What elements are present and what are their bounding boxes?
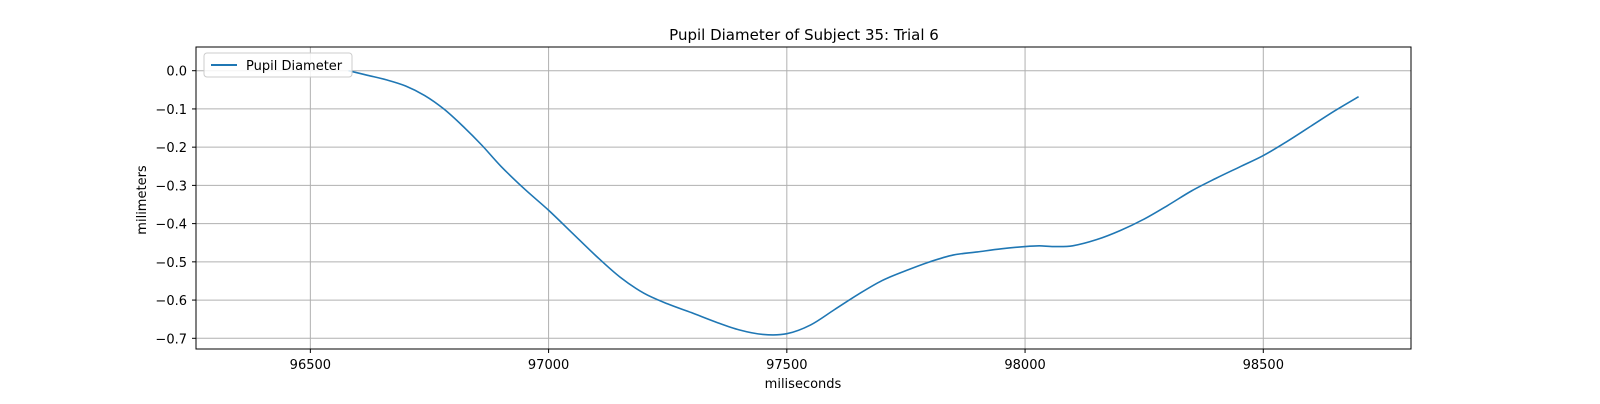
grid bbox=[196, 47, 1411, 349]
y-tick-label: −0.4 bbox=[155, 218, 187, 233]
y-tick-label: −0.3 bbox=[155, 179, 187, 194]
axis-ticks: 96500 97000 97500 98000 98500 0.0 −0.1 −0.2 −0.3… bbox=[155, 65, 1284, 373]
x-tick-label: 97000 bbox=[528, 358, 569, 373]
x-tick-label: 98500 bbox=[1243, 358, 1284, 373]
legend: Pupil Diameter bbox=[203, 52, 353, 78]
y-tick-label: −0.5 bbox=[155, 256, 187, 271]
y-tick-label: −0.7 bbox=[155, 332, 187, 347]
x-tick-label: 97500 bbox=[766, 358, 807, 373]
series-layer bbox=[348, 69, 1359, 336]
chart-title: Pupil Diameter of Subject 35: Trial 6 bbox=[669, 26, 939, 44]
y-tick-label: −0.6 bbox=[155, 294, 187, 309]
x-tick-label: 98000 bbox=[1004, 358, 1045, 373]
legend-box bbox=[203, 52, 353, 78]
x-axis-label: miliseconds bbox=[765, 377, 842, 392]
legend-label: Pupil Diameter bbox=[246, 59, 343, 74]
y-axis-label: milimeters bbox=[135, 165, 150, 235]
plot-area-frame bbox=[195, 46, 1412, 350]
y-tick-label: 0.0 bbox=[166, 65, 187, 80]
x-tick-label: 96500 bbox=[290, 358, 331, 373]
series-line-pupil-diameter bbox=[348, 69, 1359, 336]
y-tick-label: −0.2 bbox=[155, 141, 187, 156]
y-tick-label: −0.1 bbox=[155, 103, 187, 118]
